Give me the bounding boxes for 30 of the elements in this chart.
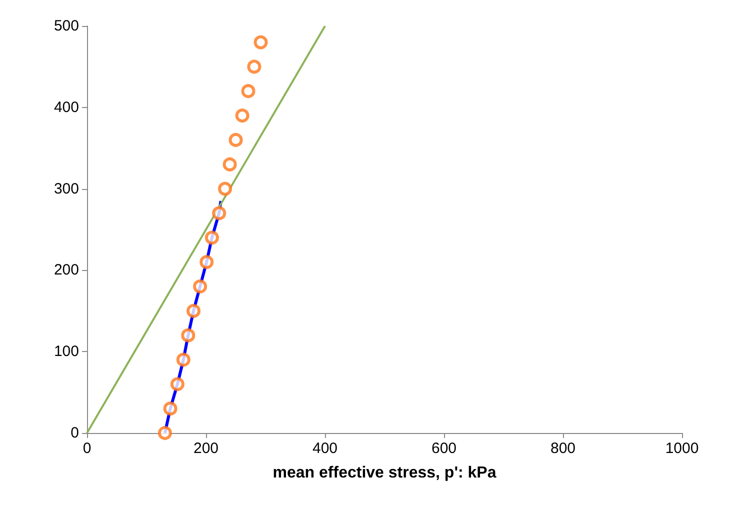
x-tick-label: 200 xyxy=(193,440,219,457)
point xyxy=(235,108,250,123)
point xyxy=(193,279,208,294)
point xyxy=(254,35,268,50)
y-tick-label: 0 xyxy=(70,424,79,442)
y-tick-label: 400 xyxy=(54,98,79,116)
point xyxy=(176,352,190,367)
x-tick-label: 400 xyxy=(312,440,338,457)
point xyxy=(222,157,237,172)
point xyxy=(163,402,178,416)
point xyxy=(158,426,172,440)
point xyxy=(200,255,214,270)
point xyxy=(228,132,243,147)
x-tick-label: 800 xyxy=(550,440,576,457)
point xyxy=(181,328,196,342)
point xyxy=(247,60,262,74)
point xyxy=(241,84,256,98)
y-tick-label: 200 xyxy=(54,262,79,279)
point xyxy=(170,377,184,392)
y-tick-label: 300 xyxy=(54,180,79,198)
point xyxy=(212,206,226,220)
point xyxy=(218,182,232,196)
y-tick-label: 100 xyxy=(54,343,79,360)
y-tick-label: 500 xyxy=(54,18,79,34)
x-axis-title: mean effective stress, p': kPa xyxy=(272,464,496,482)
x-tick-label: 0 xyxy=(82,440,92,457)
point xyxy=(204,230,219,245)
point xyxy=(186,304,201,318)
x-tick-label: 1000 xyxy=(665,440,699,457)
x-tick-label: 600 xyxy=(431,440,457,457)
